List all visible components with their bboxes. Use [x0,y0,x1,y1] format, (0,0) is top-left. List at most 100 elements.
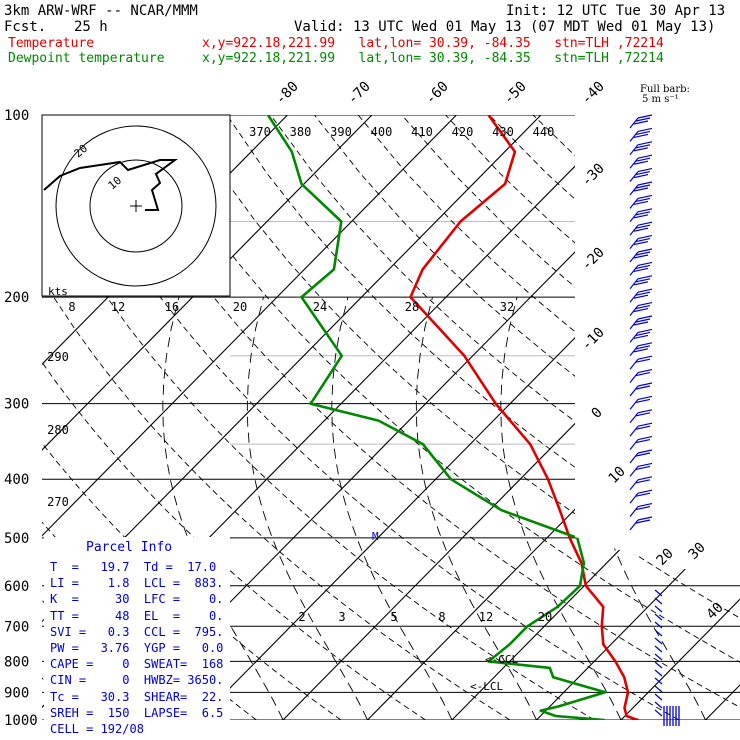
dry-adiabat-line [357,115,740,720]
wind-barb-flag [633,294,649,299]
dry-adiabat-line [42,115,511,720]
wind-barb-staff [629,519,639,531]
wind-barb-flag [637,141,653,146]
wind-barb-staff [629,412,639,424]
wind-barb-flag [637,449,653,454]
pressure-tick-label: 600 [4,579,29,595]
wind-barb-flag [637,221,653,226]
mixing-ratio-label: 8 [438,610,445,624]
wind-barb-flag [635,492,651,497]
wind-barb-staff [629,425,639,437]
theta-label: 380 [290,125,312,139]
wind-barb-staff [629,131,639,142]
wind-barb-flag [637,516,653,521]
wind-barb-flag [633,160,649,165]
wind-barb-staff [654,597,663,605]
dry-adiabat-line [226,115,740,720]
wind-barb-flag [635,144,651,149]
isotherm-label: -10 [579,325,608,354]
dry-adiabat-line [707,115,740,720]
wind-barb-staff [654,685,663,693]
wind-barb-flag [635,398,651,403]
pressure-tick-label: 200 [4,290,29,306]
wind-barb-staff [654,629,663,637]
wind-barb-flag [635,425,651,430]
wind-barb-flag [637,382,653,387]
parcel-info-row: T = 19.7 Td = 17.0 [50,560,217,574]
wind-barb-staff [654,693,663,701]
wind-barb-staff [654,621,663,629]
wind-barb-staff [629,452,639,464]
wind-barb-flag [637,154,653,159]
wind-barb-flag [635,519,651,524]
wind-barb-flag [635,465,651,470]
mixing-ratio-label: 12 [479,610,493,624]
wind-barb-flag [633,200,649,205]
parcel-info-row: K = 30 LFC = 0. [50,592,224,607]
upper-scale-label: 16 [165,300,179,314]
wind-barb-flag [635,439,651,444]
wind-barb-flag [633,321,649,326]
wind-barb-staff [629,332,639,343]
wind-barb-flag [635,157,651,162]
wind-barb-flag [633,348,649,353]
mixing-ratio-label: 20 [538,610,552,624]
wind-barb-staff [629,492,639,504]
parcel-info-row: Tc = 30.3 SHEAR= 22. [50,689,224,704]
wind-barb-flag [635,117,651,122]
parcel-marker-m: M [372,530,379,543]
upper-scale-label: 28 [405,300,419,314]
wind-barb-flag [637,208,653,213]
pressure-tick-label: 900 [4,685,29,701]
theta-label: 390 [330,125,352,139]
wind-barb-flag [633,334,649,339]
theta-label: 370 [249,125,271,139]
wind-barb-flag [635,506,651,511]
wind-barb-flag [633,133,649,138]
wind-barb-staff [654,613,663,621]
dry-adiabat-line [182,115,740,720]
wind-barb-staff [654,669,663,677]
pressure-tick-label: 700 [4,619,29,635]
wind-barb-staff [629,211,639,223]
wind-barb-flag [637,409,653,414]
moist-adiabat-line [331,296,453,720]
forecast-label: Fcst. [4,19,47,35]
wind-barb-flag [635,291,651,296]
dry-adiabat-label: 270 [47,495,69,509]
wind-barb-flag [635,224,651,229]
upper-scale-label: 20 [233,300,247,314]
dry-adiabat-line [488,115,740,720]
wind-barb-staff [629,479,639,491]
isotherm-label: -40 [579,79,608,108]
upper-scale-label: 12 [111,300,125,314]
wind-barb-staff [654,637,663,645]
legend-temperature-label: Temperature [8,36,95,51]
wind-barb-staff [629,171,639,182]
wind-barb-staff [654,605,663,613]
dry-adiabat-line [445,115,740,720]
wind-barb-flag [637,275,653,280]
wind-barb-flag [635,385,651,390]
wind-barb-staff [629,318,639,330]
isotherm-line [536,115,740,720]
mixing-ratio-label: 3 [338,610,345,624]
dewpoint-profile [266,115,607,720]
wind-barb-flag [633,241,649,246]
model-title: 3km ARW-WRF -- NCAR/MMM [4,3,198,19]
wind-barb-flag [635,318,651,323]
isotherm-line [198,115,740,720]
isotherm-line [42,115,457,720]
valid-time: Valid: 13 UTC Wed 01 May 13 (07 MDT Wed … [294,19,716,35]
pressure-tick-label: 1000 [4,713,38,729]
parcel-info-row: CIN = 0 HWBZ= 3650. [50,673,224,688]
parcel-marker-lcl: <-LCL [470,680,503,693]
isotherm-label: -20 [579,245,608,274]
barb-legend-line1: Full barb: [640,84,690,95]
wind-barb-staff [629,117,639,129]
isotherm-label: 20 [654,546,677,569]
isotherm-line [282,115,740,720]
wind-barb-flag [635,452,651,457]
parcel-info-row: LI = 1.8 LCL = 883. [50,576,224,591]
